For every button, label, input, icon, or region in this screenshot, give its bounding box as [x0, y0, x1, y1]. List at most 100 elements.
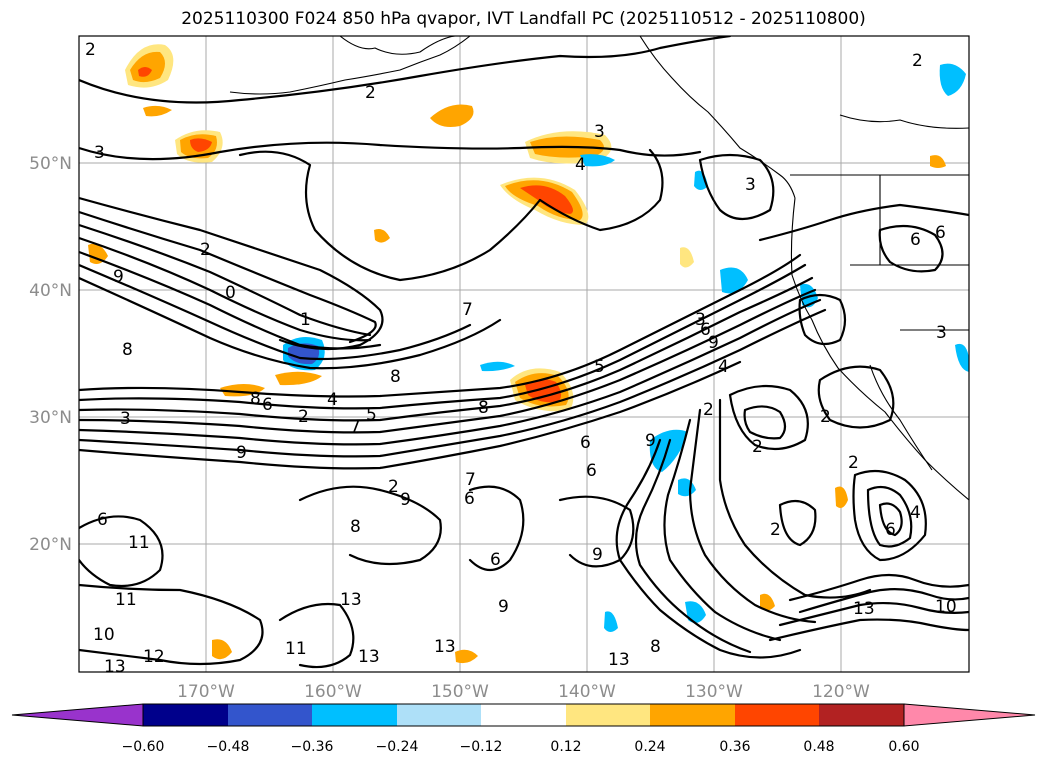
- colorbar-extend-low: [11, 703, 144, 727]
- colorbar-tick-label: −0.24: [376, 739, 419, 755]
- anomaly-blob: [130, 51, 165, 83]
- contour-label: 2: [848, 453, 859, 473]
- contour-label: 13: [104, 657, 126, 677]
- anomaly-blob: [212, 639, 232, 660]
- colorbar-extend-high: [903, 703, 1036, 727]
- contour-label: 6: [935, 223, 946, 243]
- contour-label: 2: [703, 400, 714, 420]
- contour-label: 8: [478, 398, 489, 418]
- anomaly-blob: [480, 361, 515, 372]
- lat-tick-label: 20°N: [29, 535, 72, 555]
- colorbar-swatch: [481, 704, 566, 726]
- contour-label: 7: [350, 417, 361, 437]
- contour-label: 9: [498, 597, 509, 617]
- contour-label: 2: [365, 83, 376, 103]
- contour-label: 10: [935, 597, 957, 617]
- contour-label: 4: [718, 357, 729, 377]
- contour-label: 6: [490, 550, 501, 570]
- anomaly-blob: [430, 104, 474, 127]
- contour-label: 12: [143, 647, 165, 667]
- anomaly-blob: [685, 601, 706, 624]
- contour-label: 3: [936, 323, 947, 343]
- contour-label: 4: [910, 503, 921, 523]
- colorbar: −0.60 −0.48 −0.36 −0.24 −0.12 0.12 0.24 …: [11, 703, 1036, 755]
- contour-label: 1: [300, 310, 311, 330]
- contour-label: 10: [93, 625, 115, 645]
- contour-label: 2: [820, 407, 831, 427]
- contour-label: 3: [695, 310, 706, 330]
- contour-label: 6: [910, 230, 921, 250]
- colorbar-swatch: [650, 704, 735, 726]
- lat-tick-label: 40°N: [29, 281, 72, 301]
- contour-label: 13: [608, 650, 630, 670]
- contour-label: 8: [650, 637, 661, 657]
- colorbar-tick-label: −0.48: [207, 739, 250, 755]
- contour-label: 13: [358, 647, 380, 667]
- contour-label: 8: [350, 517, 361, 537]
- lon-tick-label: 150°W: [431, 682, 489, 702]
- contour-label: 6: [586, 461, 597, 481]
- lat-tick-label: 30°N: [29, 408, 72, 428]
- colorbar-tick-label: 0.48: [803, 739, 834, 755]
- colorbar-tick-label: −0.12: [460, 739, 503, 755]
- anomaly-blob: [455, 649, 478, 664]
- contour-label: 8: [390, 367, 401, 387]
- colorbar-swatch: [735, 704, 819, 726]
- contour-label: 6: [97, 510, 108, 530]
- contour-label: 2: [298, 407, 309, 427]
- anomaly-blob: [930, 155, 946, 168]
- contour-label: 2: [85, 40, 96, 60]
- contour-label: 7: [465, 470, 476, 490]
- lon-tick-label: 130°W: [685, 682, 743, 702]
- anomaly-blob: [374, 229, 390, 243]
- colorbar-tick-label: 0.36: [719, 739, 750, 755]
- lon-tick-label: 140°W: [558, 682, 616, 702]
- chart-title: 2025110300 F024 850 hPa qvapor, IVT Land…: [181, 9, 866, 29]
- colorbar-swatch: [312, 704, 397, 726]
- colorbar-swatch: [819, 704, 904, 726]
- contour-label: 2: [200, 240, 211, 260]
- lat-tick-label: 50°N: [29, 154, 72, 174]
- lon-tick-label: 120°W: [812, 682, 870, 702]
- contour-label: 3: [594, 122, 605, 142]
- contour-label: 2: [752, 437, 763, 457]
- contour-label: 7: [462, 300, 473, 320]
- contour-label: 9: [708, 333, 719, 353]
- contour-label: 6: [464, 489, 475, 509]
- lon-tick-label: 160°W: [304, 682, 362, 702]
- contour-label: 9: [645, 431, 656, 451]
- coastlines: [229, 36, 969, 501]
- contour-label: 13: [434, 637, 456, 657]
- contour-label: 4: [575, 155, 586, 175]
- anomaly-blob: [955, 343, 969, 372]
- contour-label: 9: [592, 545, 603, 565]
- anomaly-blob: [88, 243, 108, 264]
- anomaly-blob: [835, 486, 848, 508]
- anomaly-blob: [275, 371, 322, 386]
- colorbar-swatch: [397, 704, 481, 726]
- longitude-axis: 170°W 160°W 150°W 140°W 130°W 120°W: [177, 682, 870, 702]
- contour-label: 5: [366, 405, 377, 425]
- contour-label: 4: [327, 390, 338, 410]
- colorbar-swatch: [228, 704, 312, 726]
- colorbar-tick-label: 0.24: [634, 739, 665, 755]
- contour-label: 6: [580, 433, 591, 453]
- ivt-contours: [79, 36, 969, 669]
- contour-label: 2: [388, 477, 399, 497]
- colorbar-tick-label: 0.12: [550, 739, 581, 755]
- contour-label: 11: [115, 590, 137, 610]
- contour-label: 6: [885, 520, 896, 540]
- contour-label: 6: [262, 395, 273, 415]
- anomaly-blob: [143, 105, 172, 117]
- contour-label: 2: [770, 520, 781, 540]
- anomaly-blob: [580, 154, 615, 167]
- colorbar-tick-label: 0.60: [888, 739, 919, 755]
- contour-label: 13: [853, 599, 875, 619]
- contour-label: 8: [250, 389, 261, 409]
- colorbar-swatch: [566, 704, 650, 726]
- contour-label: 11: [285, 639, 307, 659]
- colorbar-tick-label: −0.60: [122, 739, 165, 755]
- contour-label: 3: [94, 143, 105, 163]
- lon-tick-label: 170°W: [177, 682, 235, 702]
